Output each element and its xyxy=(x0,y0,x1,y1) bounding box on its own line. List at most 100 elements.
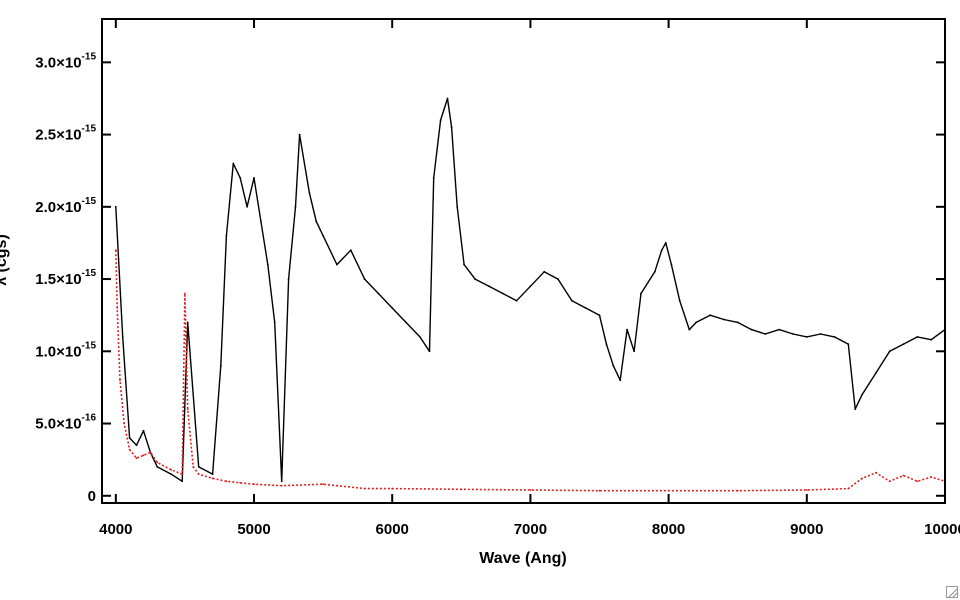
data-point xyxy=(156,461,159,464)
data-point xyxy=(225,234,228,237)
data-point xyxy=(391,487,394,490)
data-point xyxy=(667,489,670,492)
data-point xyxy=(819,333,822,335)
data-point xyxy=(861,393,863,396)
y-tick-exponent: -15 xyxy=(82,124,97,135)
data-point xyxy=(764,333,767,335)
data-point xyxy=(135,444,138,447)
data-point xyxy=(116,307,119,309)
data-point xyxy=(557,278,559,280)
plot-frame xyxy=(101,18,946,504)
data-point xyxy=(181,473,184,475)
data-point xyxy=(181,480,184,483)
data-point xyxy=(273,321,276,324)
x-axis-title: Wave (Ang) xyxy=(479,550,566,567)
data-point xyxy=(916,480,919,483)
data-point xyxy=(930,476,933,478)
y-tick-mantissa: 0 xyxy=(88,488,96,505)
data-point xyxy=(805,336,808,338)
y-axis-title-fragment: λ (cgs) xyxy=(0,234,10,286)
data-point xyxy=(294,205,297,208)
data-point xyxy=(232,162,235,165)
data-point xyxy=(612,364,615,367)
x-tick-label: 8000 xyxy=(652,521,685,538)
x-tick-label: 6000 xyxy=(376,521,409,538)
data-point xyxy=(225,480,228,483)
data-point xyxy=(670,263,673,266)
data-point xyxy=(266,263,269,266)
data-point xyxy=(439,119,442,121)
y-axis: 05.0×10-161.0×10-151.5×10-152.0×10-152.5… xyxy=(35,51,945,505)
y-tick-label: 1.5×10-15 xyxy=(35,268,96,288)
y-tick-mantissa: 2.0×10 xyxy=(35,199,81,216)
data-point xyxy=(709,314,711,317)
data-point xyxy=(211,477,214,480)
data-point xyxy=(119,379,121,382)
data-point xyxy=(678,299,681,302)
data-point xyxy=(916,336,919,338)
data-point xyxy=(571,299,573,302)
y-tick-exponent: -16 xyxy=(82,413,97,424)
data-point xyxy=(128,448,131,451)
data-point xyxy=(847,487,850,490)
data-point xyxy=(543,270,546,273)
data-point xyxy=(446,97,449,100)
y-tick-label: 2.5×10-15 xyxy=(35,124,96,144)
data-point xyxy=(298,133,301,136)
y-tick-mantissa: 1.5×10 xyxy=(35,271,81,288)
data-point xyxy=(805,489,808,491)
data-point xyxy=(626,328,628,331)
data-point xyxy=(123,422,125,425)
data-point xyxy=(750,328,753,331)
y-tick-exponent: -15 xyxy=(82,268,97,279)
data-point xyxy=(280,480,283,483)
data-point xyxy=(135,457,138,460)
data-point xyxy=(515,299,518,302)
resize-grip-icon[interactable] xyxy=(946,586,958,598)
data-point xyxy=(474,278,476,280)
data-point xyxy=(640,292,642,295)
data-point xyxy=(450,126,453,129)
data-point xyxy=(121,336,124,338)
data-point xyxy=(902,343,905,345)
data-point xyxy=(315,220,318,223)
data-point xyxy=(184,292,186,295)
series-layer xyxy=(114,97,945,492)
y-tick-exponent: -15 xyxy=(82,51,97,62)
data-point xyxy=(114,249,117,252)
y-tick-exponent: -15 xyxy=(82,340,97,351)
data-point xyxy=(149,451,152,454)
data-point xyxy=(128,437,131,439)
y-tick-label: 5.0×10-16 xyxy=(35,413,96,433)
data-point xyxy=(239,177,242,179)
data-point xyxy=(778,328,781,331)
data-point xyxy=(197,466,200,468)
y-tick-label: 0 xyxy=(88,488,96,505)
data-point xyxy=(186,408,189,410)
x-tick-label: 4000 xyxy=(99,521,132,538)
y-tick-mantissa: 2.5×10 xyxy=(35,127,81,144)
data-point xyxy=(833,336,836,338)
data-point xyxy=(391,307,394,309)
data-point xyxy=(419,336,421,338)
data-point xyxy=(488,285,490,288)
data-point xyxy=(633,350,635,353)
y-tick-label: 3.0×10-15 xyxy=(35,51,96,71)
data-point xyxy=(688,328,691,331)
data-point xyxy=(888,480,891,483)
data-point xyxy=(723,318,725,321)
data-point xyxy=(605,343,608,345)
data-point xyxy=(598,489,601,492)
data-point xyxy=(308,191,311,194)
x-tick-label: 5000 xyxy=(237,521,270,538)
data-point xyxy=(260,220,262,223)
data-point xyxy=(253,177,255,179)
data-point xyxy=(197,473,200,475)
data-point xyxy=(930,338,933,341)
data-point xyxy=(456,205,459,208)
y-tick-mantissa: 1.0×10 xyxy=(35,343,81,360)
data-point xyxy=(695,321,698,324)
